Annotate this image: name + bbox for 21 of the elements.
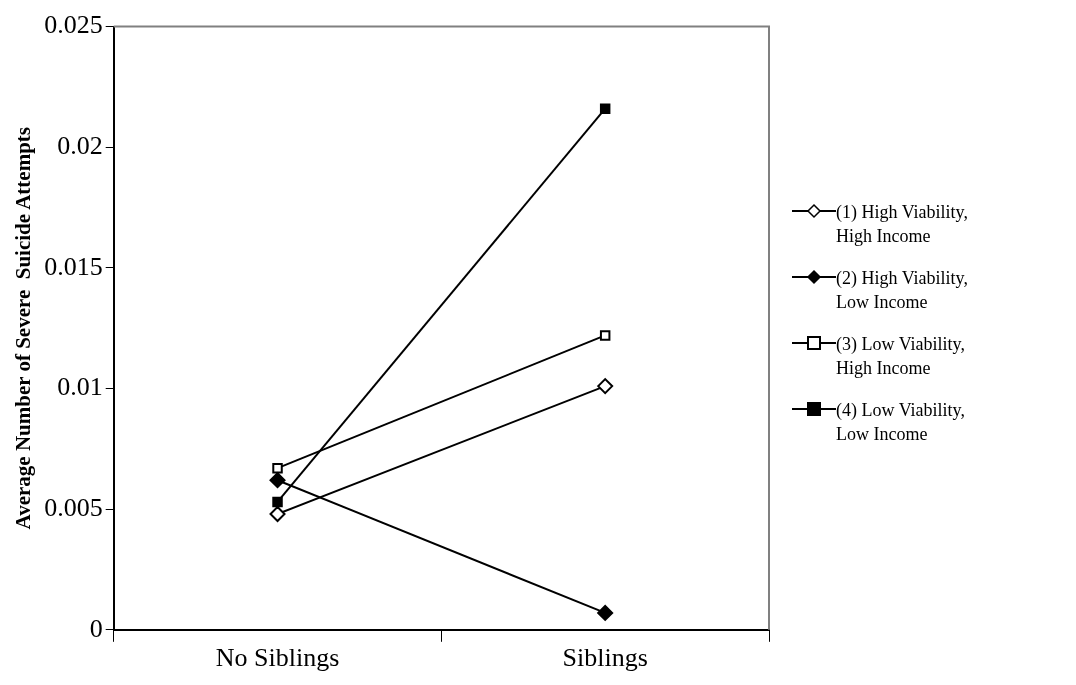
y-tick-label: 0.02 — [57, 131, 103, 161]
point — [599, 103, 611, 114]
point — [272, 462, 283, 474]
y-axis-title: Average Number of Severe Suicide Attempts — [11, 126, 36, 530]
point — [269, 472, 286, 489]
point — [599, 330, 611, 341]
y-tick-label: 0.005 — [44, 492, 103, 522]
point — [269, 505, 286, 522]
legend-label: (1) High Viability, High Income — [836, 200, 969, 248]
y-tick-label: 0.01 — [57, 372, 103, 402]
legend-label: (2) High Viability, Low Income — [836, 266, 969, 314]
x-tick-label: No Siblings — [215, 643, 340, 673]
point — [272, 496, 283, 508]
legend-label: (4) Low Viability, Low Income — [836, 398, 966, 446]
legend-label: (3) Low Viability, High Income — [836, 332, 966, 380]
point — [597, 604, 614, 621]
y-tick-label: 0.025 — [44, 10, 103, 40]
point — [597, 378, 614, 395]
y-tick-label: 0.015 — [44, 251, 103, 281]
y-tick-label: 0 — [89, 613, 103, 643]
x-tick-label: Siblings — [562, 643, 648, 673]
